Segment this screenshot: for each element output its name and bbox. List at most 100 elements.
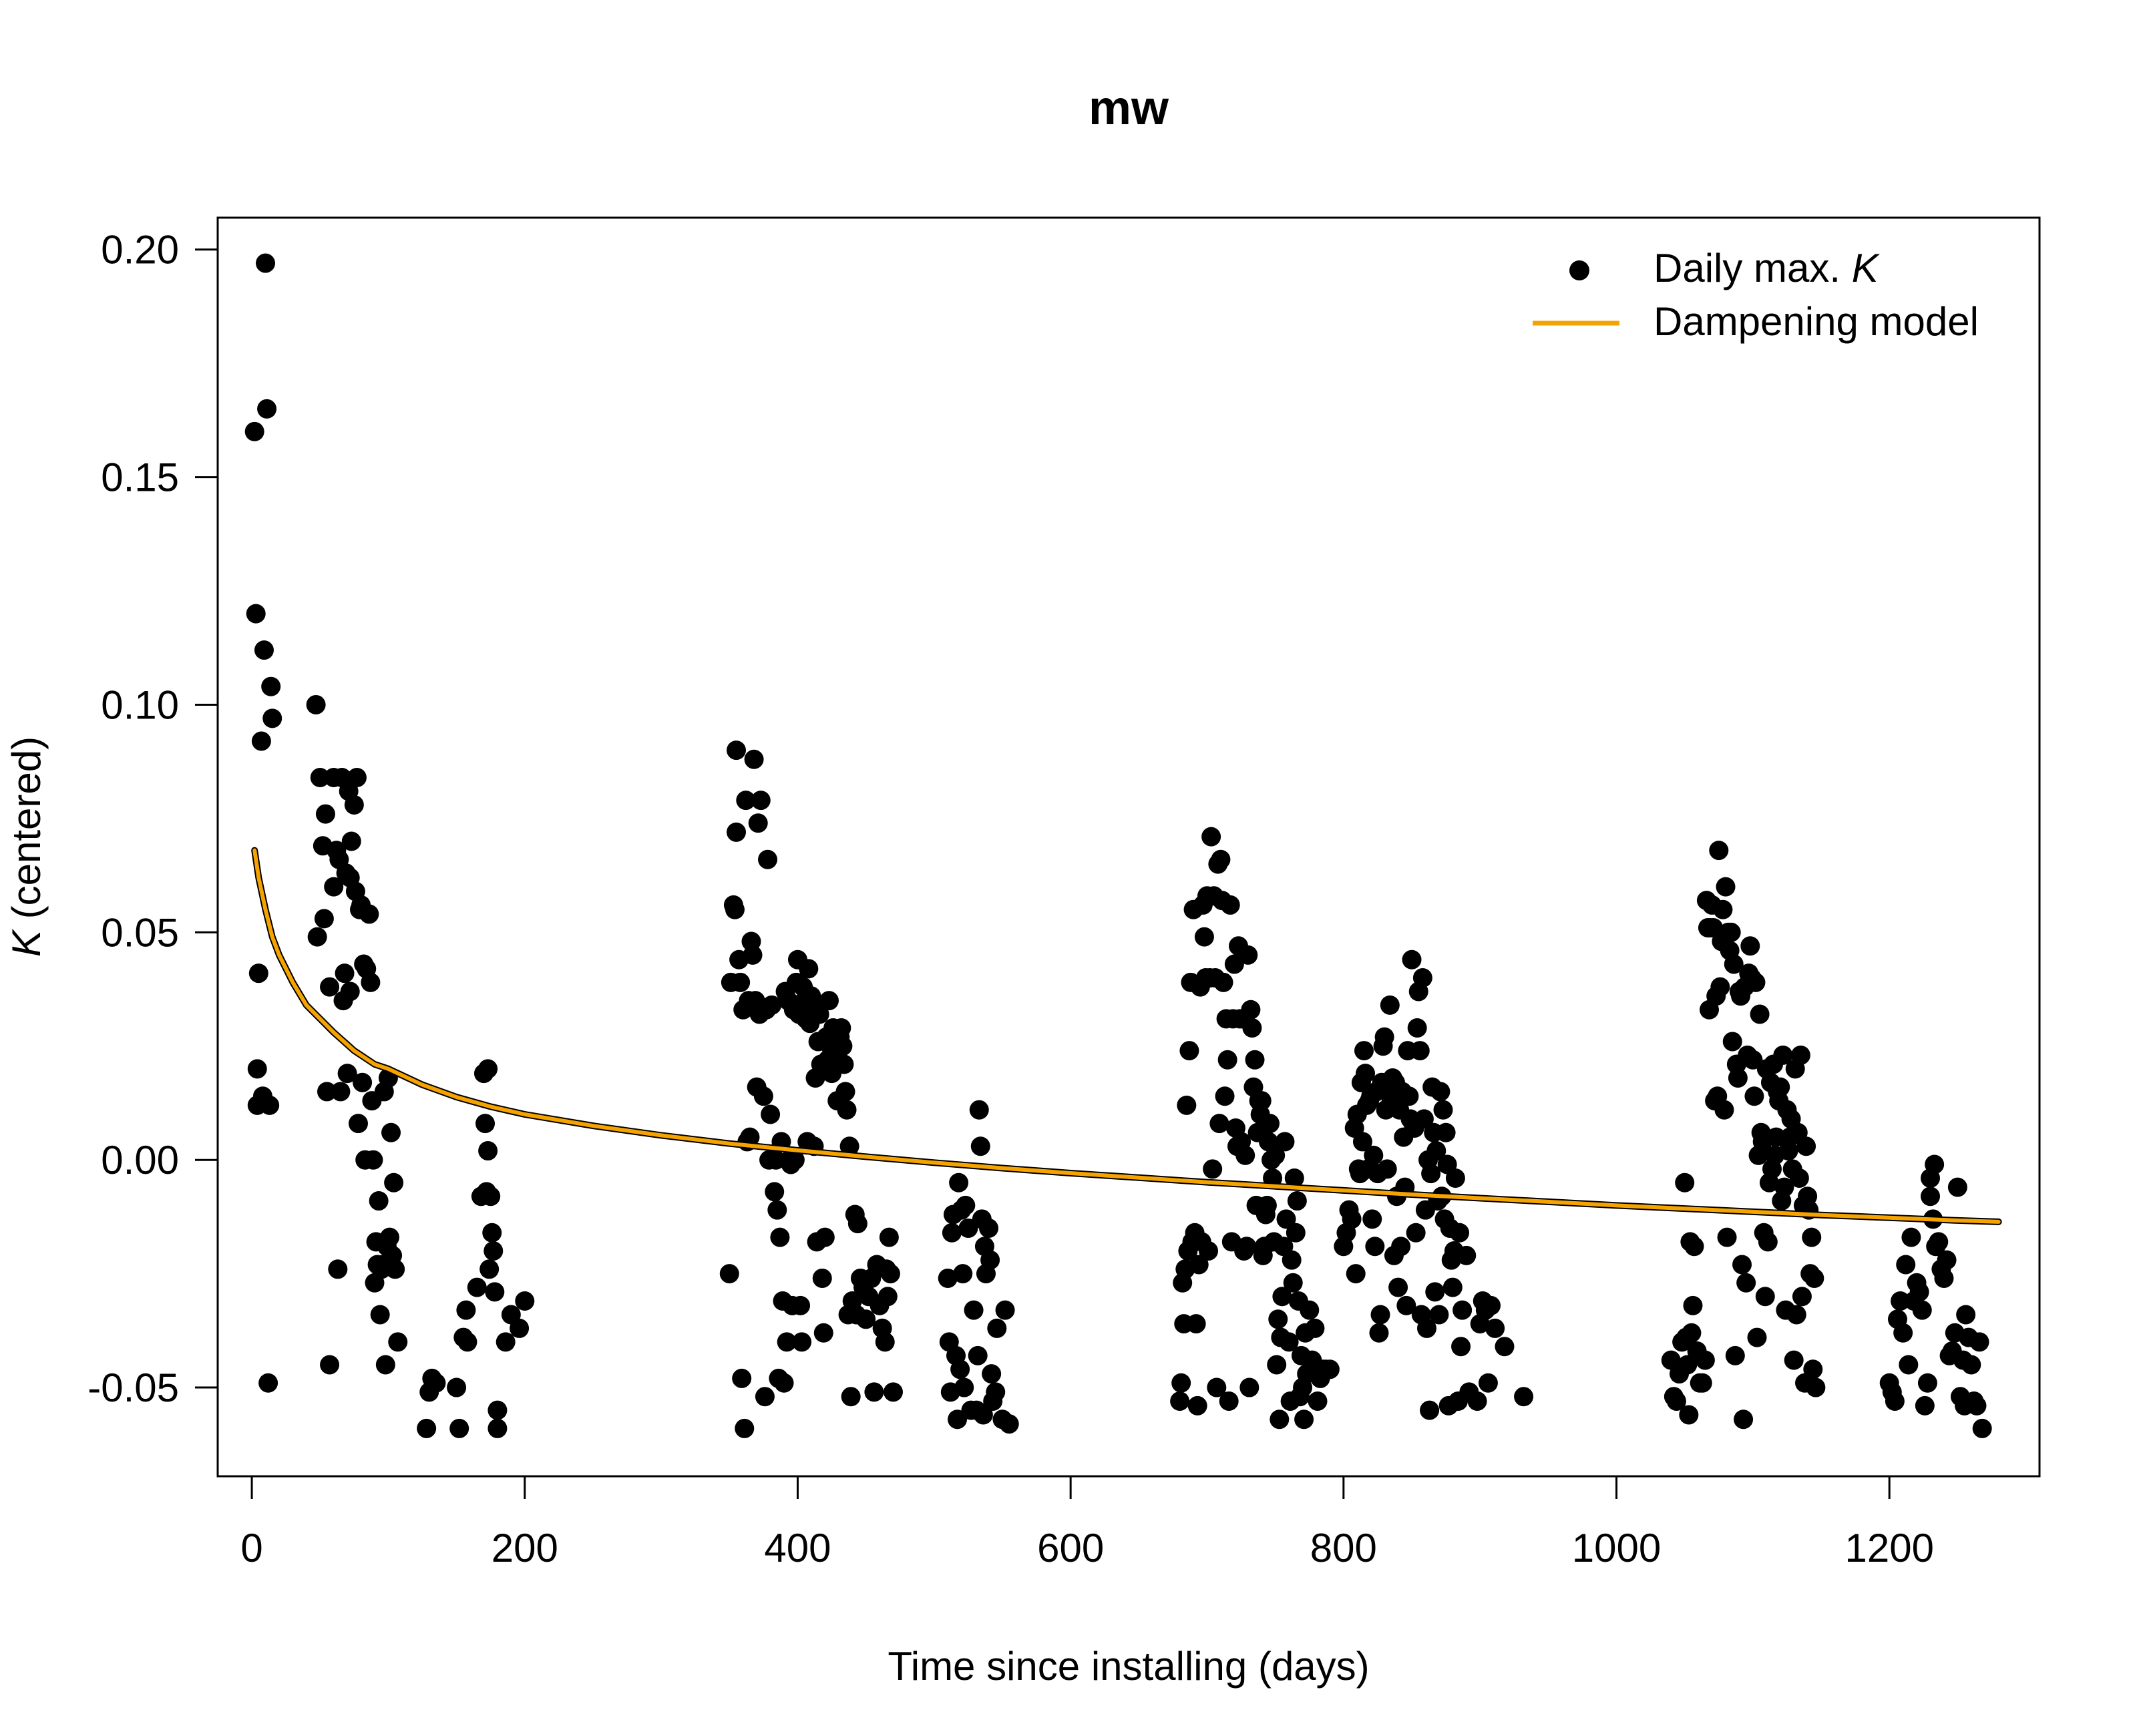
data-point (1717, 1227, 1737, 1247)
data-point (1305, 1318, 1325, 1338)
data-point (1352, 1132, 1372, 1152)
data-point (954, 1377, 974, 1397)
data-point (1666, 1391, 1686, 1412)
y-tick-label: 0.00 (101, 1138, 179, 1182)
data-point (324, 877, 344, 897)
data-point (488, 1400, 508, 1420)
data-point (1746, 972, 1766, 992)
data-point (856, 1309, 876, 1329)
data-point (1452, 1300, 1473, 1320)
data-point (831, 1018, 851, 1038)
data-point (725, 899, 745, 919)
data-point (1450, 1223, 1470, 1243)
data-point (417, 1418, 437, 1438)
data-point (1425, 1282, 1445, 1302)
data-point (1346, 1264, 1366, 1284)
data-point (1722, 1032, 1742, 1052)
data-point (792, 1332, 812, 1352)
data-point (1430, 1082, 1450, 1102)
data-point (1744, 1086, 1764, 1106)
data-point (261, 676, 281, 696)
data-point (1934, 1268, 1954, 1288)
data-point (485, 1282, 505, 1302)
data-point (791, 1295, 811, 1315)
data-point (1410, 1041, 1430, 1061)
data-point (1445, 1168, 1465, 1188)
data-point (388, 1332, 408, 1352)
data-point (353, 1072, 373, 1092)
data-point (1915, 1395, 1935, 1416)
y-tick-label: -0.05 (87, 1365, 179, 1410)
x-tick-label: 400 (764, 1526, 831, 1570)
data-point (254, 640, 274, 660)
x-tick-label: 800 (1310, 1526, 1377, 1570)
data-point (833, 1036, 853, 1056)
data-point (1275, 1132, 1295, 1152)
data-point (1354, 1041, 1374, 1061)
data-point (341, 831, 361, 851)
data-point (478, 1141, 498, 1161)
data-point (835, 1082, 855, 1102)
data-point (306, 694, 326, 714)
data-point (875, 1332, 895, 1352)
data-point (1300, 1300, 1320, 1320)
data-point (328, 1259, 348, 1279)
data-point (1283, 1273, 1303, 1293)
legend-points-label-variable: K (1852, 246, 1881, 290)
data-point (1235, 1145, 1255, 1165)
data-point (1969, 1332, 1989, 1352)
data-point (837, 1100, 857, 1120)
data-point (970, 1136, 990, 1156)
data-point (1257, 1195, 1277, 1215)
data-point (753, 1086, 773, 1106)
data-point (369, 1191, 389, 1211)
legend-points-label: Daily max. K (1654, 246, 1881, 290)
data-point (1495, 1337, 1515, 1357)
data-point (1514, 1387, 1534, 1407)
y-tick-label: 0.20 (101, 228, 179, 272)
y-tick-label: 0.05 (101, 910, 179, 955)
data-point (1201, 827, 1221, 847)
data-point (1177, 1095, 1197, 1115)
data-point (1279, 1332, 1299, 1352)
data-point (1209, 1114, 1229, 1134)
data-point (1187, 1395, 1207, 1416)
data-point (260, 1095, 280, 1115)
data-point (1203, 1159, 1223, 1179)
data-point (1736, 1273, 1756, 1293)
data-point (488, 1418, 508, 1438)
data-point (1955, 1395, 1975, 1416)
data-point (1245, 1050, 1265, 1070)
data-point (774, 1373, 794, 1393)
data-point (999, 1414, 1019, 1434)
data-point (1436, 1122, 1456, 1142)
data-point (1364, 1145, 1384, 1165)
data-point (1803, 1359, 1823, 1379)
data-point (1478, 1373, 1498, 1393)
data-point (1219, 1391, 1239, 1412)
x-axis: 0 200 400 600 800 1000 1200 (240, 1476, 1934, 1570)
data-point (1294, 1409, 1314, 1430)
data-point (1802, 1227, 1822, 1247)
data-point (426, 1373, 446, 1393)
data-points (244, 253, 1992, 1438)
data-point (1728, 1068, 1748, 1088)
data-point (1485, 1318, 1505, 1338)
data-point (1682, 1323, 1702, 1343)
data-point (956, 1195, 976, 1215)
data-point (1956, 1305, 1976, 1325)
data-point (510, 1318, 530, 1338)
data-point (1750, 1004, 1770, 1024)
data-point (1695, 1350, 1715, 1370)
data-point (1215, 1086, 1235, 1106)
data-point (809, 1004, 829, 1024)
plot-area (216, 216, 2041, 1478)
data-point (1481, 1295, 1501, 1315)
data-point (1286, 1223, 1306, 1243)
data-point (765, 1182, 785, 1202)
y-axis: 0.20 0.15 0.10 0.05 0.00 -0.05 (87, 228, 218, 1410)
data-point (762, 995, 782, 1015)
data-point (1399, 1086, 1419, 1106)
data-point (467, 1277, 487, 1297)
